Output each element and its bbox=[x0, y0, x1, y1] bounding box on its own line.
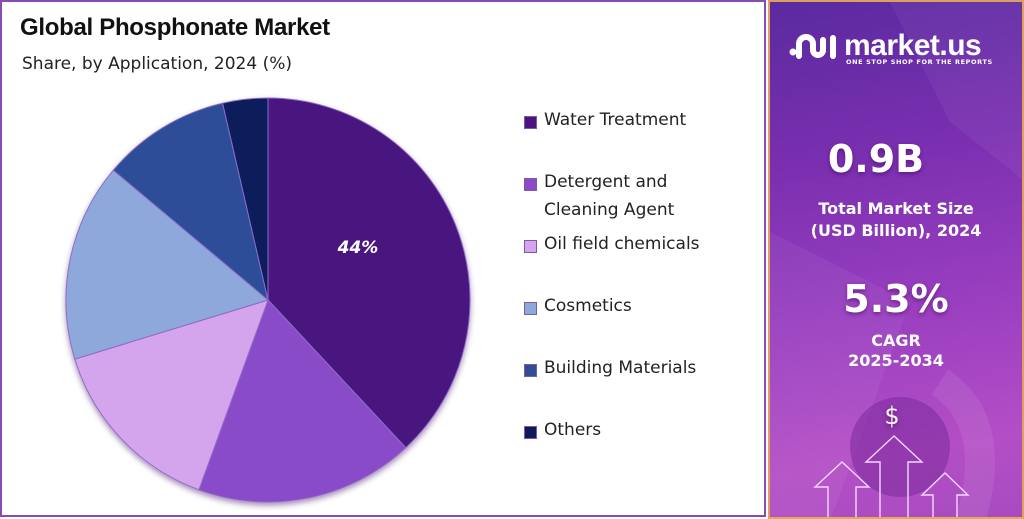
cagr-caption-line-2: 2025-2034 bbox=[848, 351, 944, 370]
pie-data-label: 44% bbox=[337, 238, 379, 258]
legend-label: Detergent and Cleaning Agent bbox=[544, 168, 674, 224]
pie-slice-cosmetics[interactable] bbox=[65, 169, 270, 360]
pie-slice-others[interactable] bbox=[222, 97, 269, 301]
legend-item-others[interactable]: Others bbox=[524, 420, 601, 444]
market-size-value: 0.9B bbox=[827, 137, 925, 181]
legend-item-water-treatment[interactable]: Water Treatment bbox=[524, 110, 686, 134]
legend-swatch bbox=[524, 426, 537, 439]
legend-item-detergent[interactable]: Detergent and Cleaning Agent bbox=[524, 172, 674, 224]
legend-label: Cosmetics bbox=[544, 296, 632, 316]
chart-panel: Global Phosphonate Market Share, by Appl… bbox=[0, 0, 766, 517]
pie-chart: 44% bbox=[65, 97, 471, 503]
growth-arrows-icon bbox=[813, 435, 970, 517]
market-size-caption-line-2: (USD Billion), 2024 bbox=[810, 221, 982, 240]
brand-name: market.us bbox=[844, 29, 982, 62]
chart-subtitle: Share, by Application, 2024 (%) bbox=[22, 54, 292, 74]
legend-item-building-materials[interactable]: Building Materials bbox=[524, 358, 696, 382]
legend-label: Others bbox=[544, 420, 602, 440]
legend-swatch bbox=[524, 302, 537, 315]
chart-title: Global Phosphonate Market bbox=[20, 14, 330, 41]
cagr-caption-line-1: CAGR bbox=[871, 331, 921, 350]
legend-swatch bbox=[524, 364, 537, 377]
legend-label: Water Treatment bbox=[544, 110, 687, 130]
legend-swatch bbox=[524, 240, 537, 253]
legend-item-cosmetics[interactable]: Cosmetics bbox=[524, 296, 632, 320]
legend-label: Oil field chemicals bbox=[544, 234, 700, 254]
stats-panel: market.us ONE STOP SHOP FOR THE REPORTS … bbox=[768, 0, 1024, 519]
market-us-logo-icon bbox=[789, 34, 836, 59]
market-size-caption-line-1: Total Market Size bbox=[818, 199, 974, 218]
legend-label: Building Materials bbox=[544, 358, 697, 378]
pie-slice-oil-field[interactable] bbox=[74, 299, 269, 491]
pie-slice-detergent[interactable] bbox=[198, 299, 407, 503]
legend-label-line: Cleaning Agent bbox=[544, 200, 675, 220]
brand-tagline: ONE STOP SHOP FOR THE REPORTS bbox=[846, 58, 993, 66]
legend-swatch bbox=[524, 178, 537, 191]
pie-slice-water-treatment[interactable] bbox=[267, 97, 471, 449]
legend-label-line: Detergent and bbox=[544, 172, 668, 192]
brand-logo[interactable]: market.us bbox=[788, 29, 982, 62]
legend-swatch bbox=[524, 116, 537, 129]
pie-slice-building-materials[interactable] bbox=[112, 102, 269, 302]
background-decoration bbox=[770, 2, 1022, 517]
legend-item-oil-field[interactable]: Oil field chemicals bbox=[524, 234, 700, 258]
cagr-value: 5.3% bbox=[843, 277, 949, 321]
dollar-icon: $ bbox=[884, 402, 900, 430]
